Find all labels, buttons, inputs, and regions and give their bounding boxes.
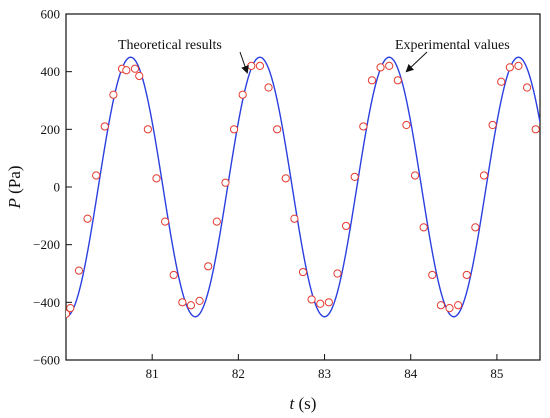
experimental-point [169,270,178,280]
experimental-point [238,90,247,99]
experimental-point [385,61,394,71]
y-tick-label: 0 [54,180,61,195]
y-tick-label: −200 [33,237,60,252]
experimental-point [143,125,152,134]
experimental-point [497,77,506,86]
experimental-point [273,125,282,134]
experimental-point [281,174,290,183]
experimental-point [195,296,204,305]
experimental-point [204,262,213,271]
experimental-point [307,295,316,304]
experimental-point [255,61,265,71]
experimental-point [428,270,437,280]
y-tick-label: 400 [41,64,61,79]
experimental-point [350,172,359,182]
x-tick-label: 82 [232,366,245,381]
experimental-point [367,76,377,85]
experimental-point [316,299,325,308]
experimental-point [264,83,273,92]
experimental-point [488,120,497,130]
annotation-experimental-arrow [405,51,428,73]
experimental-point [402,120,411,130]
experimental-point [445,304,454,313]
x-tick-label: 85 [490,366,503,381]
experimental-point [83,214,92,223]
x-tick-label: 83 [318,366,331,381]
experimental-point [212,217,221,226]
experimental-point [454,301,463,310]
experimental-point [298,267,308,277]
experimental-point [471,223,480,232]
experimental-point [419,223,428,232]
y-axis-title: P (Pa) [5,166,24,210]
y-axis-title-var: P [5,198,24,209]
experimental-point [333,269,342,278]
experimental-point [92,171,101,180]
experimental-point [505,63,514,72]
experimental-point [130,64,140,73]
experimental-point [410,171,420,180]
experimental-point [290,214,299,223]
experimental-point [229,125,239,134]
experimental-point [161,217,170,226]
experimental-point [186,301,196,310]
experimental-point [393,76,402,85]
y-axis-title-unit: (Pa) [5,166,24,199]
y-tick-label: −600 [33,353,60,368]
y-tick-label: 200 [41,122,61,137]
x-axis-title-var: t [290,394,296,413]
experimental-point [436,301,445,310]
experimental-point [514,61,523,71]
experimental-point [221,178,230,187]
x-tick-label: 81 [146,366,159,381]
experimental-point [522,83,532,92]
y-tick-label: −400 [33,295,60,310]
annotation-theoretical-results: Theoretical results [118,38,222,53]
experimental-point [135,71,144,81]
experimental-point [74,266,84,275]
experimental-point [100,122,109,131]
x-tick-label: 84 [404,366,418,381]
experimental-point [66,309,71,318]
x-axis-title-unit: (s) [294,394,316,413]
experimental-point [479,171,489,180]
x-axis-title: t (s) [290,394,317,413]
experimental-series-markers [66,61,540,318]
experimental-point [376,63,385,72]
y-axis-ticks: −600 −400 −200 0 200 400 600 [33,7,72,368]
experimental-point [531,125,540,134]
experimental-point [122,66,131,75]
experimental-point [324,298,333,307]
theoretical-series-line [66,56,540,318]
annotation-theoretical-arrow [239,51,249,74]
experimental-point [109,90,118,99]
experimental-point [462,270,471,280]
annotation-experimental-values: Experimental values [395,38,510,53]
experimental-point [359,122,368,131]
x-axis-ticks: 81 82 83 84 85 [146,354,503,381]
experimental-point [66,304,75,313]
experimental-point [247,61,256,71]
y-tick-label: 600 [41,7,61,22]
experimental-point [152,174,161,183]
experimental-point [341,221,351,231]
experimental-point [178,298,187,307]
